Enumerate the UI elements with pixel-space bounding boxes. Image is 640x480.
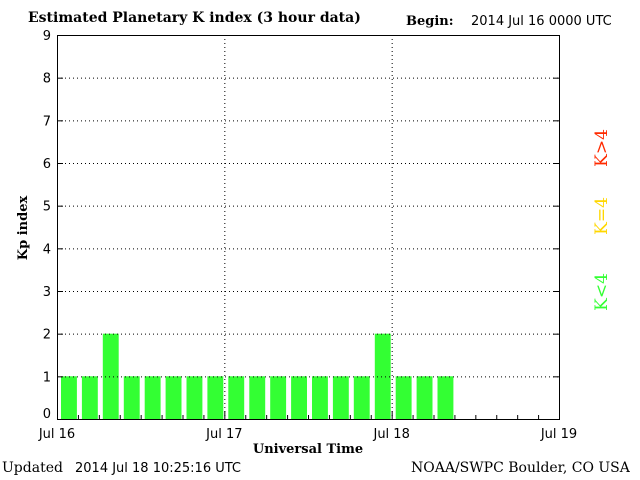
plot-frame [57, 35, 560, 420]
legend-k-less-4: K<4 [592, 273, 612, 311]
y-axis-title: Kp index [16, 196, 31, 261]
y-tick-label: 0 [43, 407, 51, 422]
grid-lines [57, 35, 559, 419]
updated-value: 2014 Jul 18 10:25:16 UTC [75, 461, 241, 476]
kp-bar [332, 376, 349, 419]
x-tick-label: Jul 19 [540, 427, 577, 442]
kp-bar [416, 376, 433, 419]
x-tick-label: Jul 16 [38, 427, 75, 442]
kp-bar [312, 376, 328, 419]
y-tick-label: 9 [43, 29, 51, 44]
kp-bar [395, 376, 412, 419]
begin-value: 2014 Jul 16 0000 UTC [471, 14, 612, 29]
kp-bar [291, 376, 307, 419]
y-axis: 0 1 2 3 4 5 6 7 8 9 [43, 29, 559, 422]
kp-bar [123, 376, 140, 419]
chart-title: Estimated Planetary K index (3 hour data… [28, 10, 361, 26]
kp-bar [165, 376, 182, 419]
x-axis: Jul 16 Jul 17 Jul 18 Jul 19 [38, 411, 577, 442]
kp-bar [249, 376, 266, 419]
kp-bar [61, 376, 77, 419]
y-tick-label: 3 [43, 285, 51, 300]
y-tick-label: 4 [43, 242, 51, 257]
legend-k-greater-4: K>4 [592, 129, 612, 167]
kp-bar [102, 333, 119, 419]
bar-group [61, 333, 454, 419]
y-tick-label: 2 [43, 328, 51, 343]
begin-label: Begin: [406, 14, 454, 29]
kp-bar [207, 376, 224, 419]
updated-label: Updated [2, 460, 63, 476]
x-tick-label: Jul 17 [205, 427, 242, 442]
legend-k-equal-4: K=4 [592, 197, 612, 235]
y-tick-label: 5 [43, 200, 51, 215]
y-tick-label: 6 [43, 157, 51, 172]
y-tick-label: 8 [43, 72, 51, 87]
kp-bar [228, 376, 245, 419]
x-tick-label: Jul 18 [372, 427, 409, 442]
kp-bar [81, 376, 98, 419]
kp-bar [437, 376, 454, 419]
kp-bar [270, 376, 287, 419]
kp-bar [186, 376, 203, 419]
kp-bar [374, 333, 391, 419]
kp-bar [144, 376, 161, 419]
y-tick-label: 7 [43, 114, 51, 129]
x-axis-title: Universal Time [253, 442, 363, 457]
y-tick-label: 1 [43, 370, 51, 385]
kp-bar [353, 376, 370, 419]
credit-text: NOAA/SWPC Boulder, CO USA [411, 460, 630, 476]
